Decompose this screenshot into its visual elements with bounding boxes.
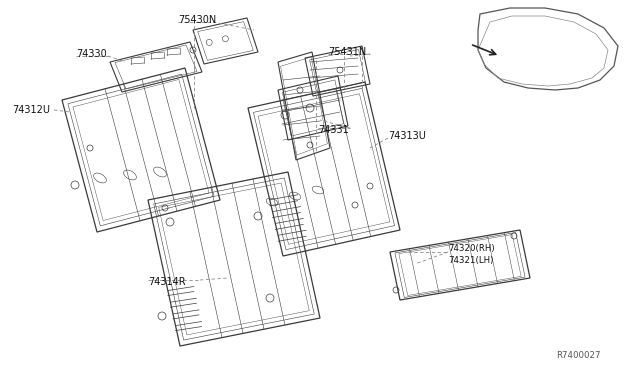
Text: 75431N: 75431N (328, 47, 366, 57)
Text: 74320(RH): 74320(RH) (448, 244, 495, 253)
Text: 74312U: 74312U (12, 105, 50, 115)
Text: R7400027: R7400027 (556, 352, 600, 360)
Text: 74314R: 74314R (148, 277, 186, 287)
Text: 75430N: 75430N (178, 15, 216, 25)
Text: 74321(LH): 74321(LH) (448, 256, 493, 264)
Text: 74313U: 74313U (388, 131, 426, 141)
Text: 74331: 74331 (318, 125, 349, 135)
Text: 74330: 74330 (76, 49, 107, 59)
